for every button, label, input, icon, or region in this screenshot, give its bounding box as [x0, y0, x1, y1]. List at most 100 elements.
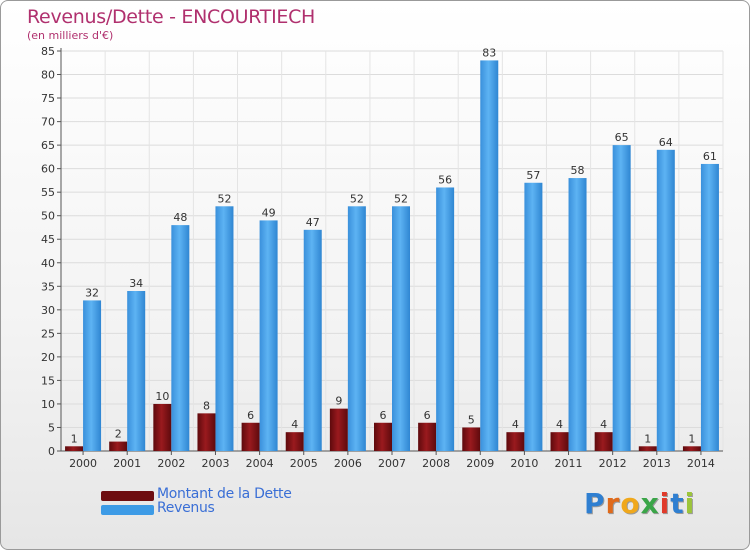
legend-label-debt: Montant de la Dette	[157, 486, 292, 502]
logo-letter: x	[640, 487, 660, 520]
y-tick-label: 50	[41, 210, 55, 223]
y-tick-label: 70	[41, 116, 55, 129]
y-tick-label: 40	[41, 257, 55, 270]
bar-revenue	[83, 300, 102, 451]
y-tick-label: 30	[41, 304, 55, 317]
x-tick-label: 2004	[246, 457, 274, 470]
legend-label-revenue: Revenus	[157, 500, 215, 516]
data-label-debt: 1	[71, 432, 78, 445]
bar-debt	[682, 446, 701, 451]
data-label-revenue: 47	[306, 216, 320, 229]
chart-subtitle: (en milliers d'€)	[27, 29, 114, 42]
data-label-revenue: 52	[217, 192, 231, 205]
y-tick-label: 25	[41, 327, 55, 340]
bar-debt	[241, 422, 260, 451]
logo-letter: i	[684, 487, 696, 520]
legend-swatch-debt	[101, 491, 154, 501]
data-label-debt: 4	[600, 418, 607, 431]
y-tick-label: 35	[41, 280, 55, 293]
y-tick-label: 75	[41, 92, 55, 105]
x-tick-label: 2011	[555, 457, 583, 470]
y-tick-label: 55	[41, 186, 55, 199]
data-label-revenue: 61	[703, 150, 717, 163]
x-tick-label: 2005	[290, 457, 318, 470]
data-label-revenue: 56	[438, 173, 452, 186]
data-label-debt: 4	[291, 418, 298, 431]
data-label-debt: 8	[203, 399, 210, 412]
logo-letter: o	[620, 487, 641, 520]
data-label-debt: 9	[335, 395, 342, 408]
data-label-debt: 4	[512, 418, 519, 431]
logo-letter: P	[584, 487, 606, 520]
data-label-debt: 5	[468, 413, 475, 426]
bar-revenue	[612, 145, 631, 451]
data-label-debt: 10	[155, 390, 169, 403]
bar-revenue	[656, 149, 675, 451]
y-tick-label: 10	[41, 398, 55, 411]
x-tick-label: 2008	[422, 457, 450, 470]
bar-debt	[594, 432, 613, 451]
x-tick-label: 2000	[69, 457, 97, 470]
data-label-debt: 6	[424, 409, 431, 422]
bar-debt	[506, 432, 525, 451]
y-tick-label: 60	[41, 163, 55, 176]
data-label-revenue: 58	[571, 164, 585, 177]
bar-revenue	[303, 229, 322, 451]
bar-revenue	[480, 60, 499, 451]
y-tick-label: 85	[41, 45, 55, 58]
bar-debt	[109, 441, 128, 451]
legend-swatch-revenue	[101, 505, 154, 515]
data-label-debt: 6	[247, 409, 254, 422]
logo-letter: t	[670, 487, 685, 520]
bar-debt	[197, 413, 216, 451]
proxiti-logo: Proxiti	[584, 487, 695, 520]
x-tick-label: 2006	[334, 457, 362, 470]
bar-revenue	[171, 225, 190, 451]
y-tick-label: 20	[41, 351, 55, 364]
logo-letter: i	[659, 487, 671, 520]
data-label-debt: 6	[380, 409, 387, 422]
bar-revenue	[436, 187, 455, 451]
bar-revenue	[215, 206, 234, 451]
data-label-revenue: 65	[615, 131, 629, 144]
bar-debt	[550, 432, 569, 451]
y-tick-label: 15	[41, 374, 55, 387]
bar-debt	[153, 403, 172, 451]
y-tick-label: 45	[41, 233, 55, 246]
y-tick-label: 80	[41, 69, 55, 82]
logo-letter: r	[605, 487, 621, 520]
data-label-revenue: 64	[659, 136, 673, 149]
x-tick-label: 2007	[378, 457, 406, 470]
data-label-debt: 4	[556, 418, 563, 431]
x-tick-label: 2012	[599, 457, 627, 470]
y-tick-label: 0	[48, 445, 55, 458]
data-label-revenue: 52	[350, 192, 364, 205]
bar-debt	[638, 446, 657, 451]
bar-debt	[329, 408, 348, 451]
data-label-revenue: 34	[129, 277, 143, 290]
x-tick-label: 2002	[157, 457, 185, 470]
x-tick-label: 2001	[113, 457, 141, 470]
bar-revenue	[259, 220, 278, 451]
data-label-debt: 1	[644, 432, 651, 445]
data-label-revenue: 52	[394, 192, 408, 205]
bar-debt	[418, 422, 437, 451]
bar-revenue	[568, 178, 587, 451]
x-tick-label: 2014	[687, 457, 715, 470]
x-tick-label: 2013	[643, 457, 671, 470]
bar-debt	[285, 432, 304, 451]
bar-revenue	[127, 291, 146, 451]
y-tick-label: 5	[48, 421, 55, 434]
y-tick-label: 65	[41, 139, 55, 152]
bar-revenue	[347, 206, 366, 451]
bar-debt	[65, 446, 84, 451]
data-label-revenue: 48	[173, 211, 187, 224]
x-tick-label: 2009	[466, 457, 494, 470]
data-label-debt: 2	[115, 428, 122, 441]
bar-debt	[374, 422, 392, 451]
x-tick-label: 2010	[510, 457, 538, 470]
bar-revenue	[700, 163, 719, 452]
bar-debt	[462, 427, 481, 451]
